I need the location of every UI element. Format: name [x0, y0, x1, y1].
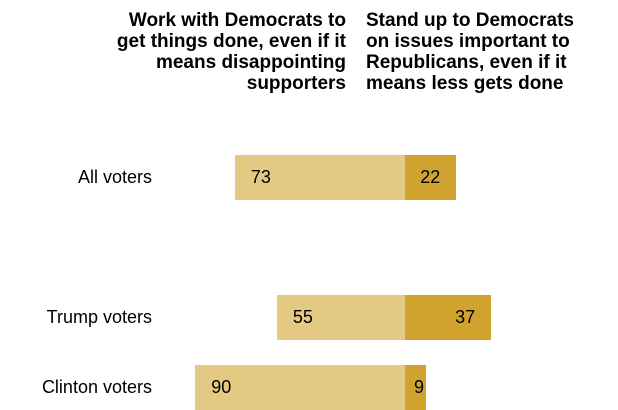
row-label: Clinton voters — [41, 377, 152, 397]
bar-stand-up: 22 — [405, 155, 457, 200]
header-right-line: Republicans, even if it — [366, 52, 567, 73]
bar-value-label: 22 — [420, 167, 441, 187]
bar-work-with: 90 — [195, 365, 405, 410]
bar-work-with: 55 — [276, 295, 405, 340]
row-label: All voters — [77, 167, 152, 187]
bar-value-label: 55 — [292, 307, 313, 327]
header-work-with-democrats: Work with Democrats to get things done, … — [26, 10, 346, 94]
bar-stand-up: 37 — [405, 295, 492, 340]
bar-value-label: 9 — [413, 377, 424, 397]
row-label: Trump voters — [46, 307, 152, 327]
bar-value-label: 90 — [211, 377, 232, 397]
header-right-line: Stand up to Democrats — [366, 10, 574, 31]
bar-value-label: 37 — [455, 307, 476, 327]
header-right-line: means less gets done — [366, 73, 564, 94]
bar-stand-up: 9 — [405, 365, 426, 410]
header-left-line: Work with Democrats to — [128, 10, 346, 31]
header-right-line: on issues important to — [366, 31, 570, 52]
header-stand-up-to-democrats: Stand up to Democrats on issues importan… — [366, 10, 616, 94]
bar-value-label: 73 — [250, 167, 271, 187]
header-left-line: supporters — [246, 73, 346, 94]
bar-work-with: 73 — [234, 155, 405, 200]
header-left-line: get things done, even if it — [116, 31, 346, 52]
header-left-line: means disappointing — [155, 52, 346, 73]
